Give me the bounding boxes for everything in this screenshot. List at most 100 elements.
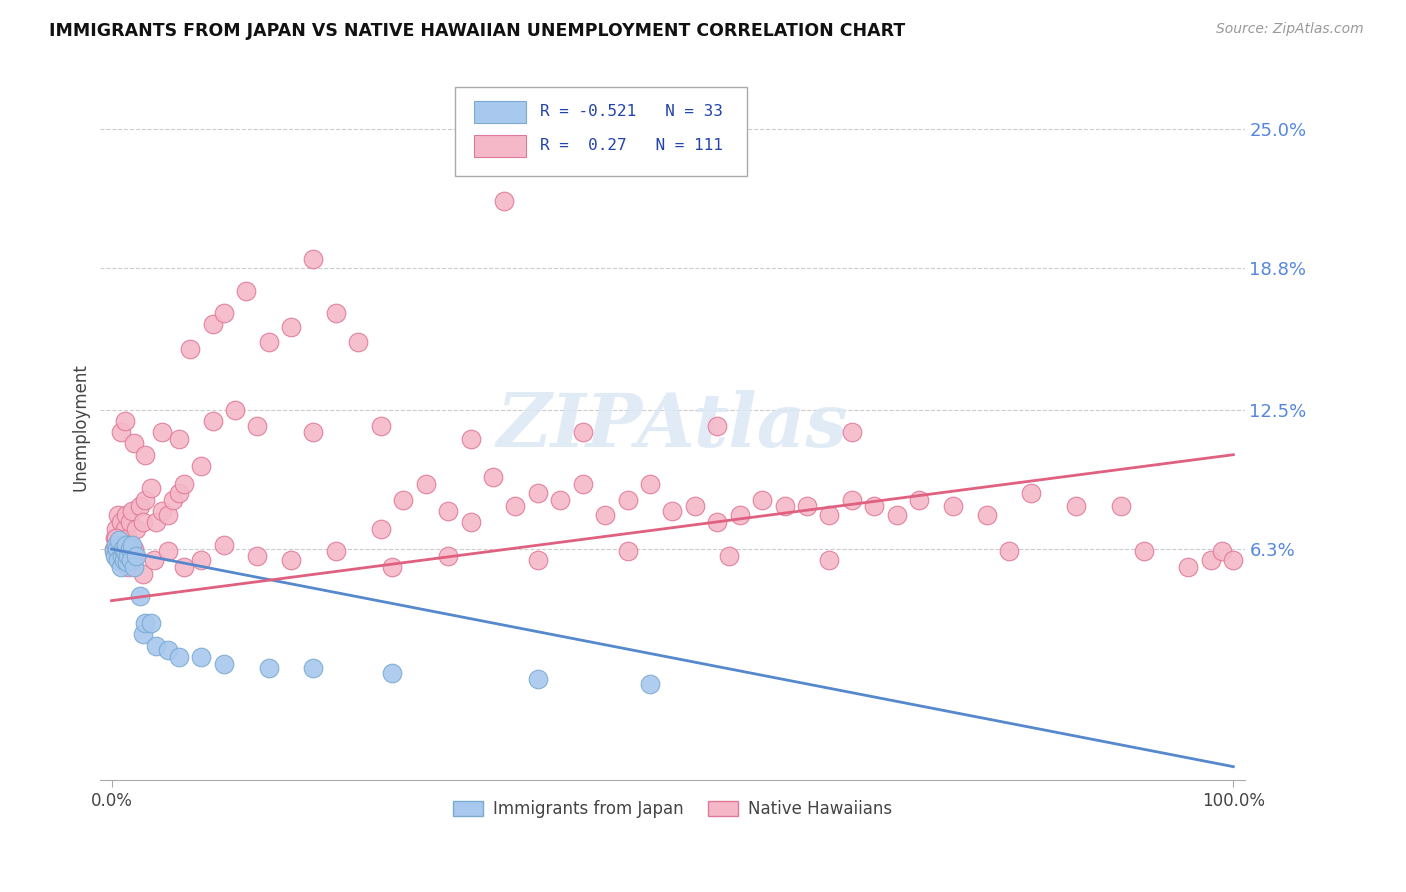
Point	[103, 541, 125, 556]
Point	[105, 537, 128, 551]
Point	[173, 476, 195, 491]
Point	[112, 553, 135, 567]
Point	[114, 414, 136, 428]
Point	[105, 531, 128, 545]
Point	[773, 500, 796, 514]
Point	[908, 492, 931, 507]
Point	[325, 306, 347, 320]
Point	[111, 541, 134, 556]
Point	[150, 425, 173, 440]
Point	[114, 544, 136, 558]
Point	[841, 492, 863, 507]
Point	[886, 508, 908, 523]
Point	[1132, 544, 1154, 558]
Point	[661, 504, 683, 518]
Point	[114, 522, 136, 536]
Point	[167, 649, 190, 664]
Point	[717, 549, 740, 563]
Point	[494, 194, 516, 208]
Text: R =  0.27   N = 111: R = 0.27 N = 111	[540, 138, 723, 153]
Point	[108, 549, 131, 563]
Text: R = -0.521   N = 33: R = -0.521 N = 33	[540, 104, 723, 120]
Point	[1021, 486, 1043, 500]
Point	[1199, 553, 1222, 567]
Point	[527, 486, 550, 500]
Point	[942, 500, 965, 514]
Point	[173, 560, 195, 574]
Point	[381, 665, 404, 680]
Point	[841, 425, 863, 440]
Point	[751, 492, 773, 507]
Point	[616, 492, 638, 507]
Point	[246, 549, 269, 563]
Point	[111, 531, 134, 545]
Point	[976, 508, 998, 523]
Point	[638, 476, 661, 491]
Point	[132, 566, 155, 581]
Point	[1211, 544, 1233, 558]
Point	[120, 553, 142, 567]
Point	[156, 544, 179, 558]
Point	[280, 319, 302, 334]
Point	[998, 544, 1021, 558]
Point	[548, 492, 571, 507]
Point	[201, 414, 224, 428]
Point	[437, 504, 460, 518]
Point	[224, 402, 246, 417]
Point	[125, 522, 148, 536]
Text: Source: ZipAtlas.com: Source: ZipAtlas.com	[1216, 22, 1364, 37]
Point	[370, 522, 392, 536]
Point	[117, 560, 139, 574]
Point	[110, 560, 132, 574]
Point	[1064, 500, 1087, 514]
Point	[246, 418, 269, 433]
Point	[105, 522, 128, 536]
FancyBboxPatch shape	[474, 101, 526, 123]
Point	[108, 533, 131, 547]
Point	[107, 553, 129, 567]
Point	[190, 649, 212, 664]
Point	[132, 627, 155, 641]
Point	[111, 549, 134, 563]
Point	[683, 500, 706, 514]
Point	[212, 306, 235, 320]
Point	[128, 500, 150, 514]
Point	[118, 541, 141, 556]
Point	[110, 515, 132, 529]
Point	[505, 500, 527, 514]
Point	[415, 476, 437, 491]
Point	[122, 560, 145, 574]
Point	[212, 537, 235, 551]
Point	[437, 549, 460, 563]
Point	[302, 425, 325, 440]
Point	[257, 335, 280, 350]
Point	[728, 508, 751, 523]
Point	[302, 252, 325, 267]
Point	[134, 616, 156, 631]
Point	[107, 544, 129, 558]
Point	[190, 553, 212, 567]
Point	[115, 508, 138, 523]
Point	[706, 418, 728, 433]
Point	[121, 504, 143, 518]
Point	[117, 556, 139, 570]
Legend: Immigrants from Japan, Native Hawaiians: Immigrants from Japan, Native Hawaiians	[446, 794, 898, 825]
Point	[143, 553, 166, 567]
Point	[139, 616, 162, 631]
Point	[179, 342, 201, 356]
Point	[347, 335, 370, 350]
Point	[280, 553, 302, 567]
Point	[125, 549, 148, 563]
Point	[145, 515, 167, 529]
Point	[117, 531, 139, 545]
Point	[132, 515, 155, 529]
Text: IMMIGRANTS FROM JAPAN VS NATIVE HAWAIIAN UNEMPLOYMENT CORRELATION CHART: IMMIGRANTS FROM JAPAN VS NATIVE HAWAIIAN…	[49, 22, 905, 40]
Point	[460, 515, 482, 529]
Point	[118, 515, 141, 529]
Point	[120, 549, 142, 563]
Point	[156, 508, 179, 523]
Point	[527, 672, 550, 686]
Point	[107, 508, 129, 523]
Point	[122, 549, 145, 563]
Point	[616, 544, 638, 558]
